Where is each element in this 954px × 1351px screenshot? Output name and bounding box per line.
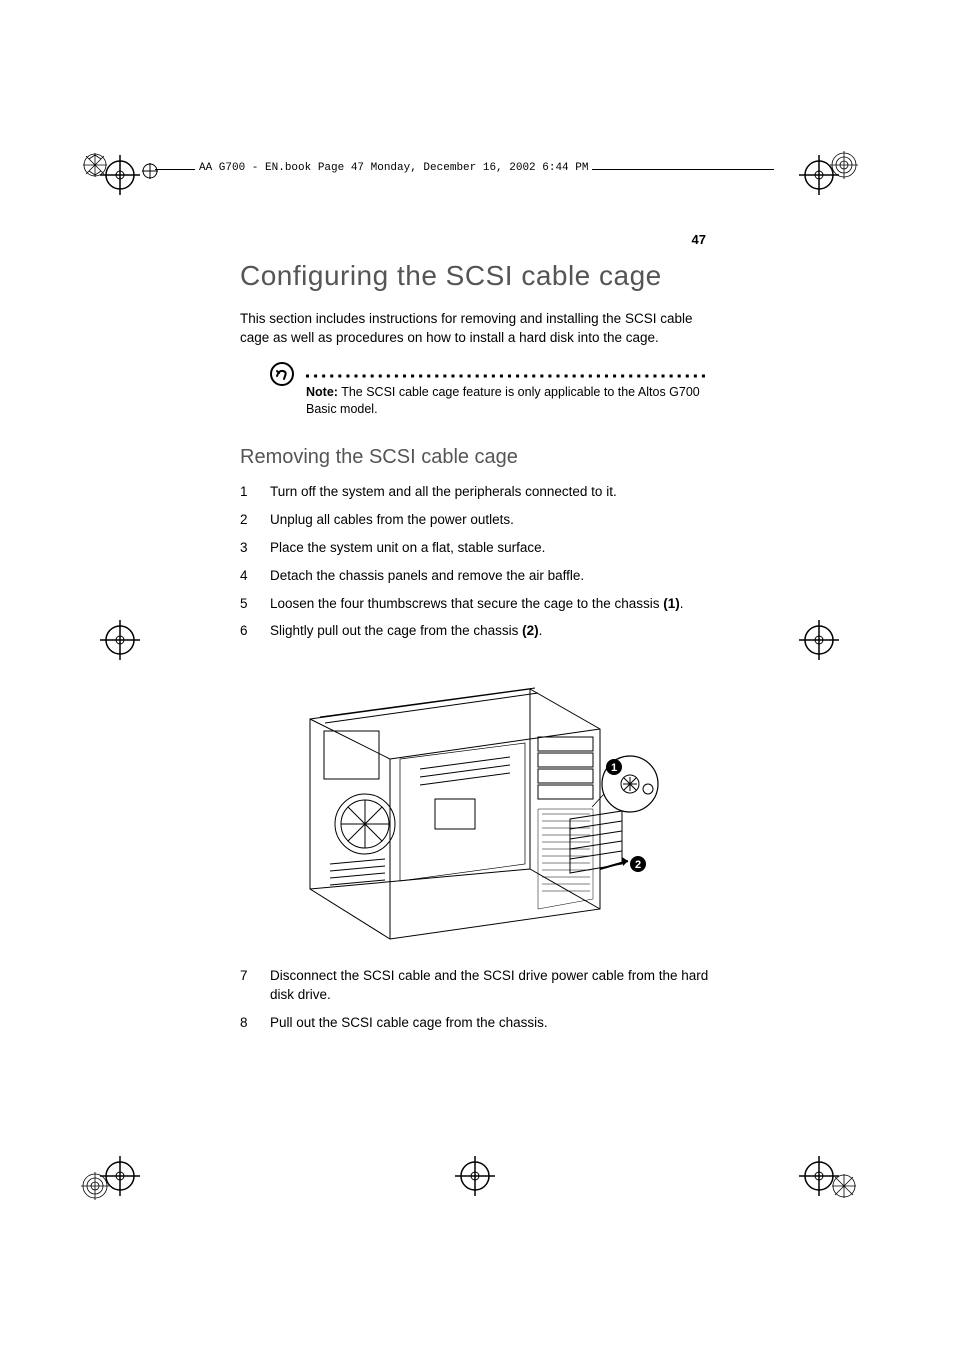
step-item: Pull out the SCSI cable cage from the ch… xyxy=(240,1014,710,1033)
note-block: Note: The SCSI cable cage feature is onl… xyxy=(270,366,710,418)
intro-paragraph: This section includes instructions for r… xyxy=(240,310,710,348)
note-text: Note: The SCSI cable cage feature is onl… xyxy=(306,384,710,418)
crop-mark-icon xyxy=(100,620,140,660)
register-mark-icon xyxy=(142,163,158,179)
running-header: AA G700 - EN.book Page 47 Monday, Decemb… xyxy=(195,162,592,174)
step-item: Unplug all cables from the power outlets… xyxy=(240,511,710,530)
step-item: Place the system unit on a flat, stable … xyxy=(240,539,710,558)
starburst-icon xyxy=(80,150,110,180)
step-item: Slightly pull out the cage from the chas… xyxy=(240,622,710,641)
page-body: Configuring the SCSI cable cage This sec… xyxy=(240,230,710,1042)
svg-text:1: 1 xyxy=(611,762,617,774)
step-item: Detach the chassis panels and remove the… xyxy=(240,567,710,586)
dotted-rule xyxy=(306,366,710,372)
crop-mark-icon xyxy=(455,1156,495,1196)
starburst-icon xyxy=(80,1171,110,1201)
step-item: Turn off the system and all the peripher… xyxy=(240,483,710,502)
note-label: Note: xyxy=(306,385,338,399)
steps-list: Turn off the system and all the peripher… xyxy=(240,483,710,641)
note-icon xyxy=(270,362,294,386)
chassis-figure: 1 2 xyxy=(270,659,670,949)
svg-text:2: 2 xyxy=(635,859,641,871)
crop-mark-icon xyxy=(799,620,839,660)
section-heading: Removing the SCSI cable cage xyxy=(240,446,710,469)
starburst-icon xyxy=(829,150,859,180)
page-title: Configuring the SCSI cable cage xyxy=(240,260,710,292)
step-item: Loosen the four thumbscrews that secure … xyxy=(240,595,710,614)
step-item: Disconnect the SCSI cable and the SCSI d… xyxy=(240,967,710,1005)
steps-list-after: Disconnect the SCSI cable and the SCSI d… xyxy=(240,967,710,1033)
note-body: The SCSI cable cage feature is only appl… xyxy=(306,385,700,416)
starburst-icon xyxy=(829,1171,859,1201)
